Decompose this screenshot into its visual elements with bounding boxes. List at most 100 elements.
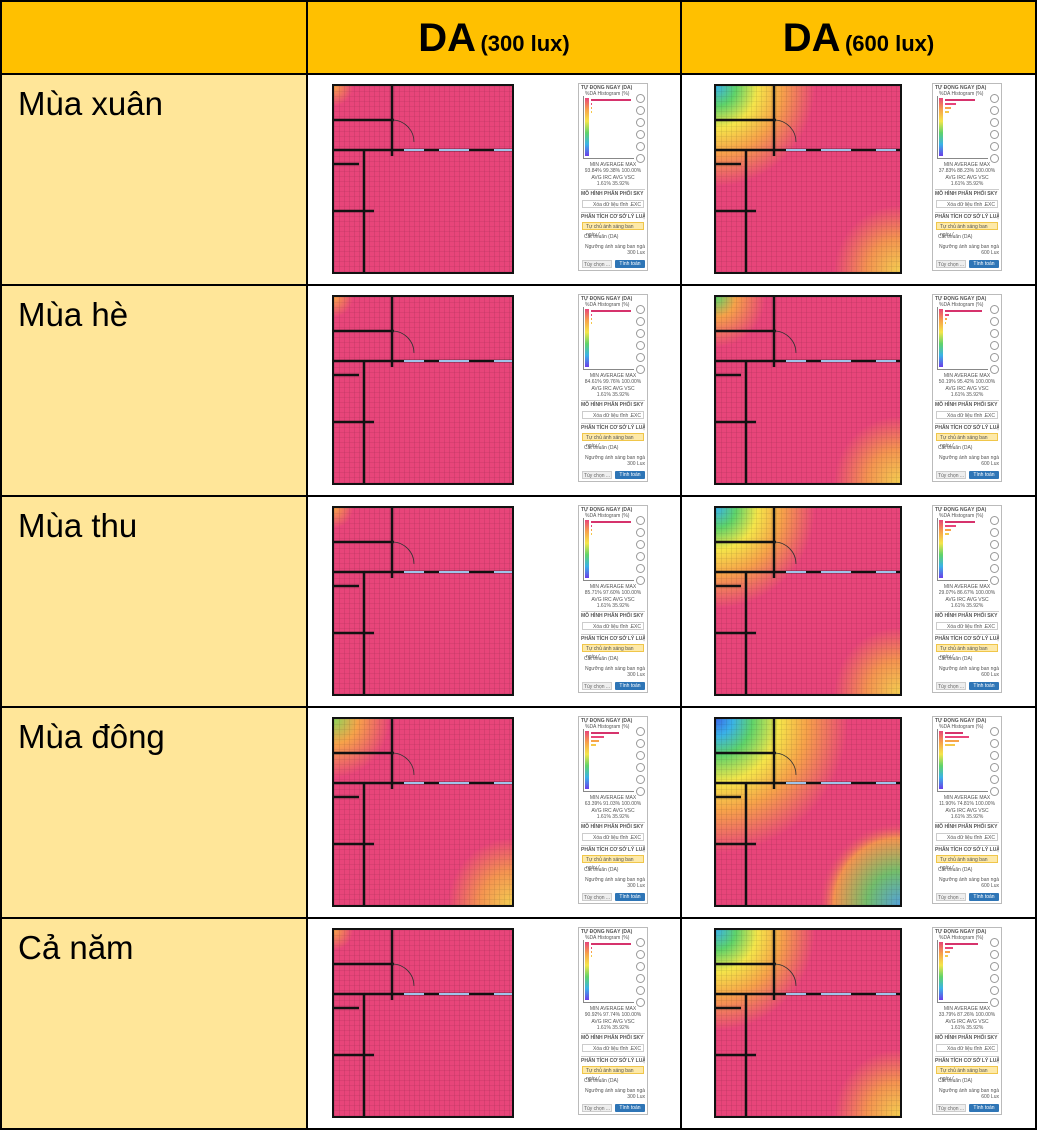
tool-button-icon[interactable]: [990, 787, 999, 796]
analysis-type-select[interactable]: Tự chủ ánh sáng ban ngày (: [582, 222, 644, 238]
tool-button-icon[interactable]: [636, 106, 645, 115]
analysis-type-select[interactable]: Tự chủ ánh sáng ban ngày (: [936, 855, 998, 871]
tool-button-icon[interactable]: [990, 540, 999, 549]
tool-button-icon[interactable]: [990, 305, 999, 314]
sky-data-input[interactable]: Xóa dữ liệu tĩnh ... EXC: [582, 622, 644, 630]
sky-data-input[interactable]: Xóa dữ liệu tĩnh ... EXC: [936, 833, 998, 841]
options-button[interactable]: Tùy chọn ...: [582, 471, 612, 479]
calculate-button[interactable]: Tính toán: [969, 260, 999, 268]
threshold-value[interactable]: 300 Lux: [627, 672, 645, 678]
options-button[interactable]: Tùy chọn ...: [936, 260, 966, 268]
calculate-button[interactable]: Tính toán: [615, 893, 645, 901]
threshold-value[interactable]: 300 Lux: [627, 461, 645, 467]
tool-button-icon[interactable]: [990, 341, 999, 350]
tool-button-icon[interactable]: [990, 938, 999, 947]
calculate-button[interactable]: Tính toán: [615, 260, 645, 268]
tool-button-icon[interactable]: [636, 950, 645, 959]
sky-data-input[interactable]: Xóa dữ liệu tĩnh ... EXC: [582, 833, 644, 841]
tool-button-icon[interactable]: [990, 118, 999, 127]
standard-select[interactable]: Cắt chuẩn (DA): [938, 445, 973, 451]
options-button[interactable]: Tùy chọn ...: [582, 260, 612, 268]
tool-button-icon[interactable]: [990, 516, 999, 525]
tool-button-icon[interactable]: [636, 154, 645, 163]
analysis-type-select[interactable]: Tự chủ ánh sáng ban ngày (: [582, 1066, 644, 1082]
tool-button-icon[interactable]: [990, 317, 999, 326]
threshold-value[interactable]: 600 Lux: [981, 883, 999, 889]
standard-select[interactable]: Cắt chuẩn (DA): [938, 1078, 973, 1084]
threshold-value[interactable]: 300 Lux: [627, 883, 645, 889]
analysis-type-select[interactable]: Tự chủ ánh sáng ban ngày (: [936, 644, 998, 660]
calculate-button[interactable]: Tính toán: [969, 682, 999, 690]
tool-button-icon[interactable]: [990, 576, 999, 585]
tool-button-icon[interactable]: [636, 986, 645, 995]
tool-button-icon[interactable]: [636, 528, 645, 537]
analysis-type-select[interactable]: Tự chủ ánh sáng ban ngày (: [936, 433, 998, 449]
standard-select[interactable]: Cắt chuẩn (DA): [938, 867, 973, 873]
options-button[interactable]: Tùy chọn ...: [936, 1104, 966, 1112]
standard-select[interactable]: Cắt chuẩn (DA): [584, 1078, 619, 1084]
sky-data-input[interactable]: Xóa dữ liệu tĩnh ... EXC: [582, 1044, 644, 1052]
sky-data-input[interactable]: Xóa dữ liệu tĩnh ... EXC: [936, 1044, 998, 1052]
options-button[interactable]: Tùy chọn ...: [936, 893, 966, 901]
tool-button-icon[interactable]: [990, 974, 999, 983]
tool-button-icon[interactable]: [990, 130, 999, 139]
options-button[interactable]: Tùy chọn ...: [582, 682, 612, 690]
threshold-value[interactable]: 600 Lux: [981, 672, 999, 678]
tool-button-icon[interactable]: [990, 552, 999, 561]
standard-select[interactable]: Cắt chuẩn (DA): [584, 445, 619, 451]
tool-button-icon[interactable]: [990, 154, 999, 163]
threshold-value[interactable]: 600 Lux: [981, 250, 999, 256]
tool-button-icon[interactable]: [636, 727, 645, 736]
tool-button-icon[interactable]: [636, 540, 645, 549]
tool-button-icon[interactable]: [636, 552, 645, 561]
calculate-button[interactable]: Tính toán: [615, 1104, 645, 1112]
tool-button-icon[interactable]: [636, 974, 645, 983]
tool-button-icon[interactable]: [636, 118, 645, 127]
tool-button-icon[interactable]: [990, 986, 999, 995]
calculate-button[interactable]: Tính toán: [969, 1104, 999, 1112]
tool-button-icon[interactable]: [636, 938, 645, 947]
tool-button-icon[interactable]: [636, 763, 645, 772]
threshold-value[interactable]: 300 Lux: [627, 1094, 645, 1100]
tool-button-icon[interactable]: [636, 305, 645, 314]
analysis-type-select[interactable]: Tự chủ ánh sáng ban ngày (: [936, 222, 998, 238]
tool-button-icon[interactable]: [636, 751, 645, 760]
tool-button-icon[interactable]: [636, 576, 645, 585]
standard-select[interactable]: Cắt chuẩn (DA): [938, 656, 973, 662]
tool-button-icon[interactable]: [990, 94, 999, 103]
tool-button-icon[interactable]: [636, 787, 645, 796]
tool-button-icon[interactable]: [636, 962, 645, 971]
tool-button-icon[interactable]: [990, 739, 999, 748]
tool-button-icon[interactable]: [636, 998, 645, 1007]
calculate-button[interactable]: Tính toán: [615, 471, 645, 479]
tool-button-icon[interactable]: [990, 353, 999, 362]
tool-button-icon[interactable]: [636, 516, 645, 525]
options-button[interactable]: Tùy chọn ...: [582, 1104, 612, 1112]
tool-button-icon[interactable]: [636, 341, 645, 350]
tool-button-icon[interactable]: [636, 130, 645, 139]
options-button[interactable]: Tùy chọn ...: [582, 893, 612, 901]
tool-button-icon[interactable]: [636, 564, 645, 573]
options-button[interactable]: Tùy chọn ...: [936, 471, 966, 479]
sky-data-input[interactable]: Xóa dữ liệu tĩnh ... EXC: [936, 622, 998, 630]
tool-button-icon[interactable]: [990, 962, 999, 971]
tool-button-icon[interactable]: [990, 950, 999, 959]
tool-button-icon[interactable]: [990, 727, 999, 736]
tool-button-icon[interactable]: [990, 365, 999, 374]
threshold-value[interactable]: 600 Lux: [981, 461, 999, 467]
tool-button-icon[interactable]: [990, 564, 999, 573]
tool-button-icon[interactable]: [990, 142, 999, 151]
standard-select[interactable]: Cắt chuẩn (DA): [584, 234, 619, 240]
tool-button-icon[interactable]: [990, 751, 999, 760]
tool-button-icon[interactable]: [636, 142, 645, 151]
standard-select[interactable]: Cắt chuẩn (DA): [584, 656, 619, 662]
analysis-type-select[interactable]: Tự chủ ánh sáng ban ngày (: [582, 433, 644, 449]
tool-button-icon[interactable]: [990, 528, 999, 537]
tool-button-icon[interactable]: [990, 329, 999, 338]
tool-button-icon[interactable]: [636, 353, 645, 362]
tool-button-icon[interactable]: [636, 775, 645, 784]
calculate-button[interactable]: Tính toán: [969, 471, 999, 479]
threshold-value[interactable]: 600 Lux: [981, 1094, 999, 1100]
tool-button-icon[interactable]: [636, 329, 645, 338]
tool-button-icon[interactable]: [636, 365, 645, 374]
